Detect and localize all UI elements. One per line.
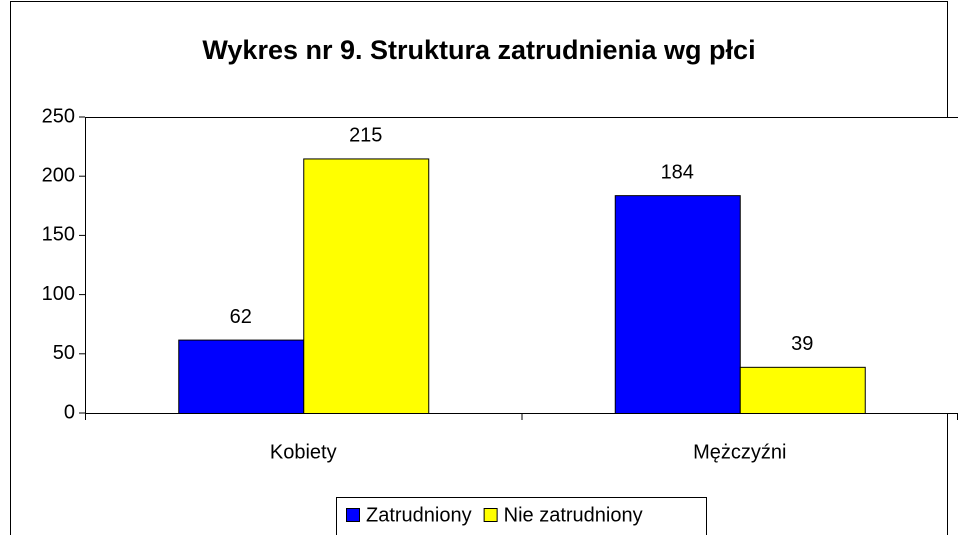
y-tick-label: 0: [64, 401, 75, 423]
data-label: 62: [230, 306, 252, 328]
bar: [178, 339, 305, 415]
data-label: 215: [349, 125, 382, 147]
data-label: 39: [791, 333, 813, 355]
legend-label: Nie zatrudniony: [504, 504, 643, 526]
legend-swatch: [483, 508, 498, 522]
legend-swatch: [346, 508, 360, 522]
legend-box: [336, 497, 707, 535]
legend-label: Zatrudniony: [366, 504, 472, 526]
y-tick-label: 150: [42, 224, 75, 246]
y-tick-label: 250: [42, 105, 75, 127]
chart-title: Wykres nr 9. Struktura zatrudnienia wg p…: [202, 35, 755, 65]
bar: [614, 195, 741, 414]
x-tick-label: Mężczyźni: [693, 441, 786, 463]
x-tick-label: Kobiety: [270, 441, 337, 463]
y-tick-label: 200: [42, 164, 75, 186]
y-tick-label: 100: [42, 283, 75, 305]
data-label: 184: [661, 161, 694, 183]
bar: [739, 366, 866, 415]
y-tick-label: 50: [53, 342, 75, 364]
bar: [303, 158, 430, 414]
